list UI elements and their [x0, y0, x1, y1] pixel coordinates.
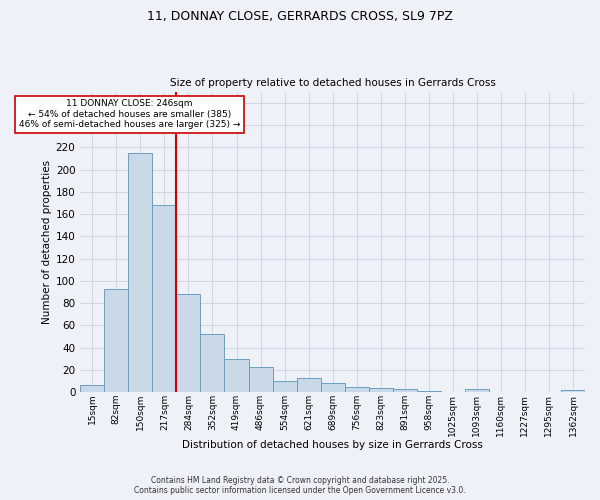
- Bar: [176, 294, 200, 392]
- Bar: [224, 359, 248, 392]
- Bar: [80, 384, 104, 392]
- Bar: [465, 389, 489, 392]
- Bar: [104, 288, 128, 393]
- Bar: [152, 205, 176, 392]
- Text: Contains HM Land Registry data © Crown copyright and database right 2025.
Contai: Contains HM Land Registry data © Crown c…: [134, 476, 466, 495]
- Bar: [393, 389, 417, 392]
- Title: Size of property relative to detached houses in Gerrards Cross: Size of property relative to detached ho…: [170, 78, 496, 88]
- Bar: [417, 391, 441, 392]
- Bar: [368, 388, 393, 392]
- Bar: [296, 378, 320, 392]
- Bar: [561, 390, 585, 392]
- Bar: [200, 334, 224, 392]
- Text: 11 DONNAY CLOSE: 246sqm
← 54% of detached houses are smaller (385)
46% of semi-d: 11 DONNAY CLOSE: 246sqm ← 54% of detache…: [19, 100, 240, 129]
- Text: 11, DONNAY CLOSE, GERRARDS CROSS, SL9 7PZ: 11, DONNAY CLOSE, GERRARDS CROSS, SL9 7P…: [147, 10, 453, 23]
- Y-axis label: Number of detached properties: Number of detached properties: [41, 160, 52, 324]
- Bar: [272, 381, 296, 392]
- X-axis label: Distribution of detached houses by size in Gerrards Cross: Distribution of detached houses by size …: [182, 440, 483, 450]
- Bar: [248, 366, 272, 392]
- Bar: [320, 384, 344, 392]
- Bar: [128, 153, 152, 392]
- Bar: [344, 386, 368, 392]
